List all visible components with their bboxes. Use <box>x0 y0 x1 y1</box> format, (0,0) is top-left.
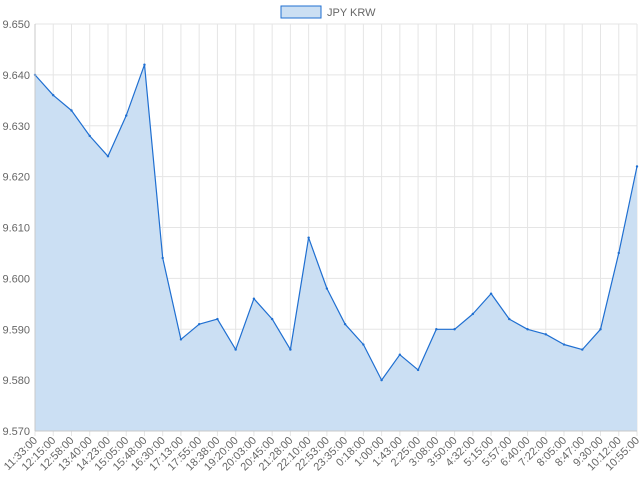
data-point[interactable] <box>325 287 329 290</box>
y-tick-label: 9.570 <box>2 426 30 438</box>
data-point[interactable] <box>252 297 256 300</box>
data-point[interactable] <box>599 328 602 331</box>
y-tick-label: 9.610 <box>2 223 30 235</box>
data-point[interactable] <box>398 353 402 356</box>
data-point[interactable] <box>453 328 456 331</box>
data-point[interactable] <box>635 165 639 168</box>
data-point[interactable] <box>435 328 438 331</box>
data-point[interactable] <box>88 134 91 138</box>
data-point[interactable] <box>562 343 566 346</box>
y-tick-label: 9.580 <box>2 375 30 387</box>
data-point[interactable] <box>617 251 620 255</box>
data-point[interactable] <box>307 236 310 239</box>
legend-label: JPY KRW <box>327 7 376 19</box>
data-point[interactable] <box>508 317 511 321</box>
series-line <box>34 64 638 381</box>
y-tick-label: 9.590 <box>2 324 30 336</box>
y-tick-label: 9.620 <box>2 172 30 184</box>
data-point[interactable] <box>416 368 420 372</box>
data-point[interactable] <box>270 317 274 321</box>
data-point[interactable] <box>197 322 201 326</box>
data-point[interactable] <box>343 322 347 326</box>
y-tick-label: 9.640 <box>2 70 30 82</box>
data-point[interactable] <box>471 312 475 316</box>
data-point[interactable] <box>52 94 55 97</box>
data-point[interactable] <box>362 343 365 346</box>
x-axis: 11:33:0012:15:0012:58:0013:40:0014:23:00… <box>2 430 640 473</box>
data-point[interactable] <box>380 378 383 382</box>
data-point[interactable] <box>179 338 183 341</box>
data-point[interactable] <box>161 256 164 260</box>
plot-area <box>33 63 639 431</box>
data-point[interactable] <box>143 63 146 66</box>
y-axis: 9.650 9.640 9.630 9.620 9.610 9.600 9.590 9.580… <box>2 19 36 438</box>
legend[interactable]: JPY KRW <box>280 5 376 19</box>
y-tick-label: 9.630 <box>2 121 30 133</box>
y-tick-label: 9.650 <box>2 19 30 31</box>
data-point[interactable] <box>70 109 73 112</box>
y-tick-label: 9.600 <box>2 273 30 285</box>
data-point[interactable] <box>289 348 292 351</box>
data-point[interactable] <box>216 317 219 321</box>
series-area <box>35 64 637 431</box>
data-point[interactable] <box>581 348 584 351</box>
data-point[interactable] <box>544 333 547 336</box>
data-point[interactable] <box>234 348 237 351</box>
data-point[interactable] <box>106 155 110 158</box>
legend-swatch[interactable] <box>280 5 322 19</box>
data-point[interactable] <box>526 328 529 331</box>
data-point[interactable] <box>489 292 493 295</box>
data-point[interactable] <box>125 114 128 117</box>
